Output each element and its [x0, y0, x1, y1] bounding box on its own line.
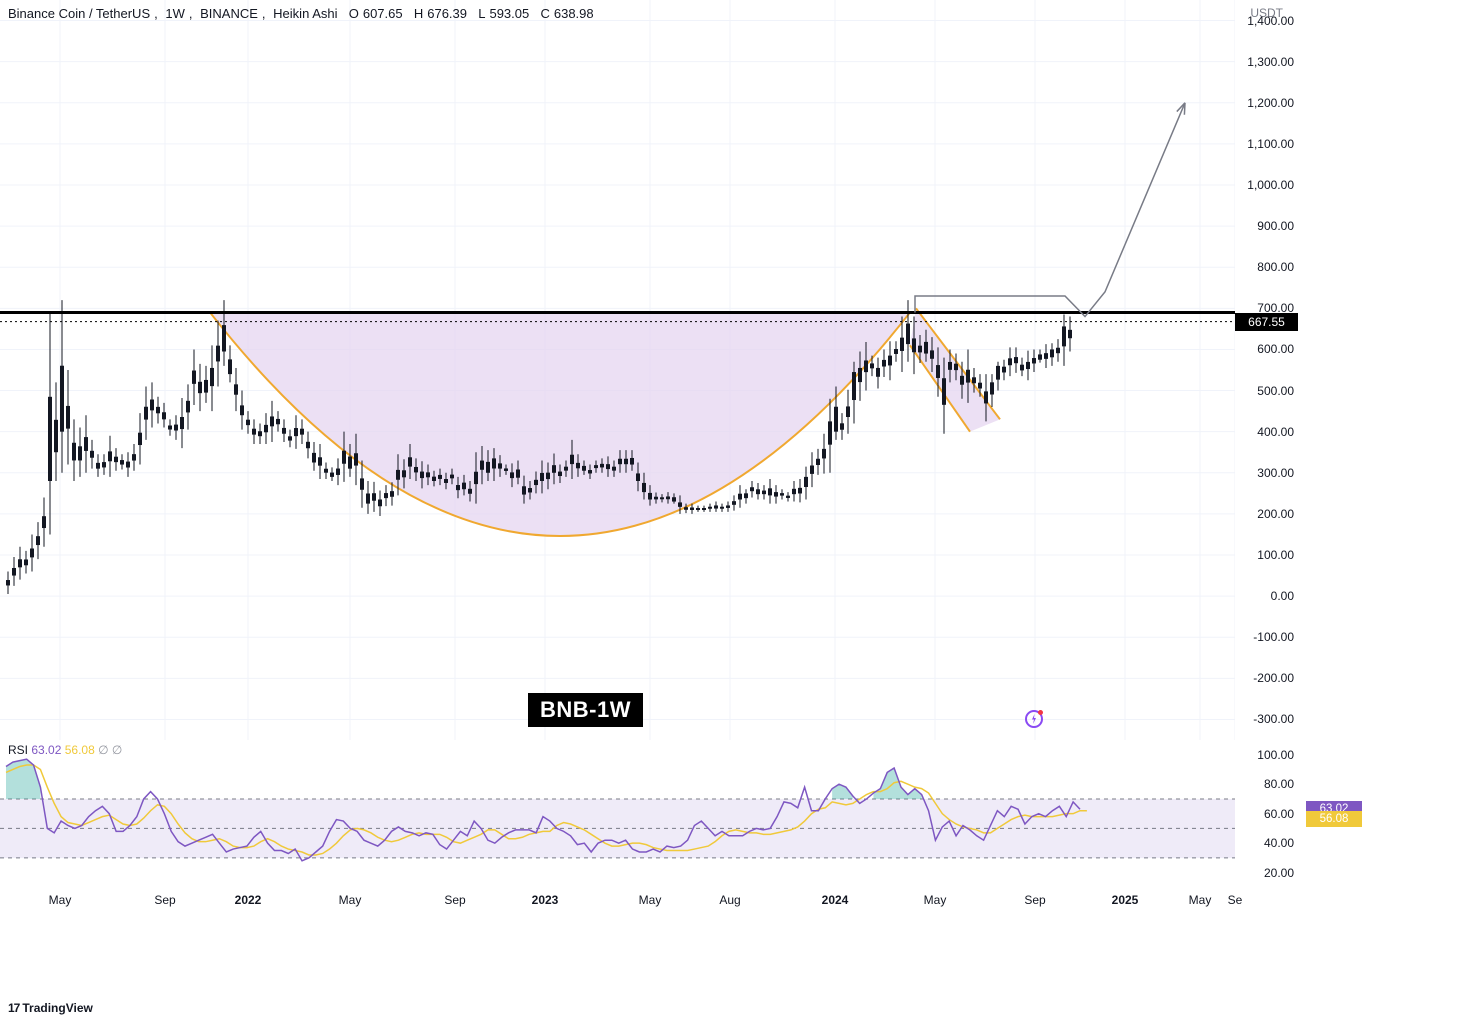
rsi-panel[interactable]: RSI 63.02 56.08 ∅ ∅ 20.0040.0060.0080.00…	[0, 740, 1235, 880]
y-tick-label: -300.00	[1253, 712, 1294, 726]
x-tick-label: 2024	[822, 893, 849, 907]
x-tick-label: Sep	[154, 893, 175, 907]
tradingview-logo: 17TradingView	[8, 1001, 93, 1015]
symbol-header: Binance Coin / TetherUS, 1W, BINANCE, He…	[8, 6, 598, 21]
y-tick-label: 1,000.00	[1247, 178, 1294, 192]
y-tick-label: 0.00	[1271, 589, 1294, 603]
y-tick-label: 400.00	[1257, 425, 1294, 439]
x-tick-label: May	[639, 893, 662, 907]
interval: 1W	[165, 6, 185, 21]
rsi-value-tag: 56.08	[1306, 811, 1362, 827]
x-tick-label: May	[339, 893, 362, 907]
y-tick-label: 300.00	[1257, 466, 1294, 480]
rsi-null1: ∅	[98, 743, 108, 757]
y-tick-label: 600.00	[1257, 342, 1294, 356]
ohlc-close: 638.98	[554, 6, 594, 21]
y-tick-label: 800.00	[1257, 260, 1294, 274]
x-tick-label: May	[924, 893, 947, 907]
ohlc-open: 607.65	[363, 6, 403, 21]
rsi-y-tick: 80.00	[1264, 777, 1294, 791]
chart-watermark: BNB-1W	[528, 693, 643, 727]
ohlc-high: 676.39	[427, 6, 467, 21]
rsi-y-tick: 20.00	[1264, 866, 1294, 880]
symbol-name: Binance Coin / TetherUS	[8, 6, 150, 21]
exchange: BINANCE	[200, 6, 258, 21]
x-tick-label: May	[1189, 893, 1212, 907]
x-tick-label: Sep	[1024, 893, 1045, 907]
lightning-icon	[1025, 710, 1043, 728]
rsi-y-tick: 100.00	[1257, 748, 1294, 762]
rsi-y-tick: 40.00	[1264, 836, 1294, 850]
x-tick-label: 2022	[235, 893, 262, 907]
rsi-label: RSI	[8, 743, 28, 757]
y-tick-label: 100.00	[1257, 548, 1294, 562]
x-tick-label: Se	[1228, 893, 1243, 907]
y-tick-label: -100.00	[1253, 630, 1294, 644]
rsi-header: RSI 63.02 56.08 ∅ ∅	[8, 743, 122, 757]
rsi-val2: 56.08	[65, 743, 95, 757]
price-chart[interactable]	[0, 0, 1235, 740]
chart-style: Heikin Ashi	[273, 6, 337, 21]
y-tick-label: 1,400.00	[1247, 14, 1294, 28]
rsi-val1: 63.02	[31, 743, 61, 757]
y-tick-label: 1,200.00	[1247, 96, 1294, 110]
rsi-y-tick: 60.00	[1264, 807, 1294, 821]
chart-container: Binance Coin / TetherUS, 1W, BINANCE, He…	[0, 0, 1468, 1023]
y-axis: -300.00 -200.00 -100.00 0.00 100.00 200.00 300…	[1235, 0, 1300, 740]
y-tick-label: -200.00	[1253, 671, 1294, 685]
x-tick-label: Sep	[444, 893, 465, 907]
rsi-null2: ∅	[112, 743, 122, 757]
rsi-chart	[0, 740, 1235, 880]
rsi-y-axis: 20.0040.0060.0080.00100.0063.0256.08	[1235, 740, 1300, 880]
x-axis: May Sep 2022 May Sep 2023 May Aug 2024 May Sep 2025…	[0, 893, 1235, 913]
y-tick-label: 1,100.00	[1247, 137, 1294, 151]
x-tick-label: May	[49, 893, 72, 907]
x-tick-label: 2025	[1112, 893, 1139, 907]
x-tick-label: Aug	[719, 893, 740, 907]
y-tick-label: 900.00	[1257, 219, 1294, 233]
current-price-tag: 667.55	[1235, 313, 1298, 331]
x-tick-label: 2023	[532, 893, 559, 907]
y-tick-label: 500.00	[1257, 384, 1294, 398]
y-tick-label: 1,300.00	[1247, 55, 1294, 69]
ohlc-low: 593.05	[489, 6, 529, 21]
y-tick-label: 200.00	[1257, 507, 1294, 521]
